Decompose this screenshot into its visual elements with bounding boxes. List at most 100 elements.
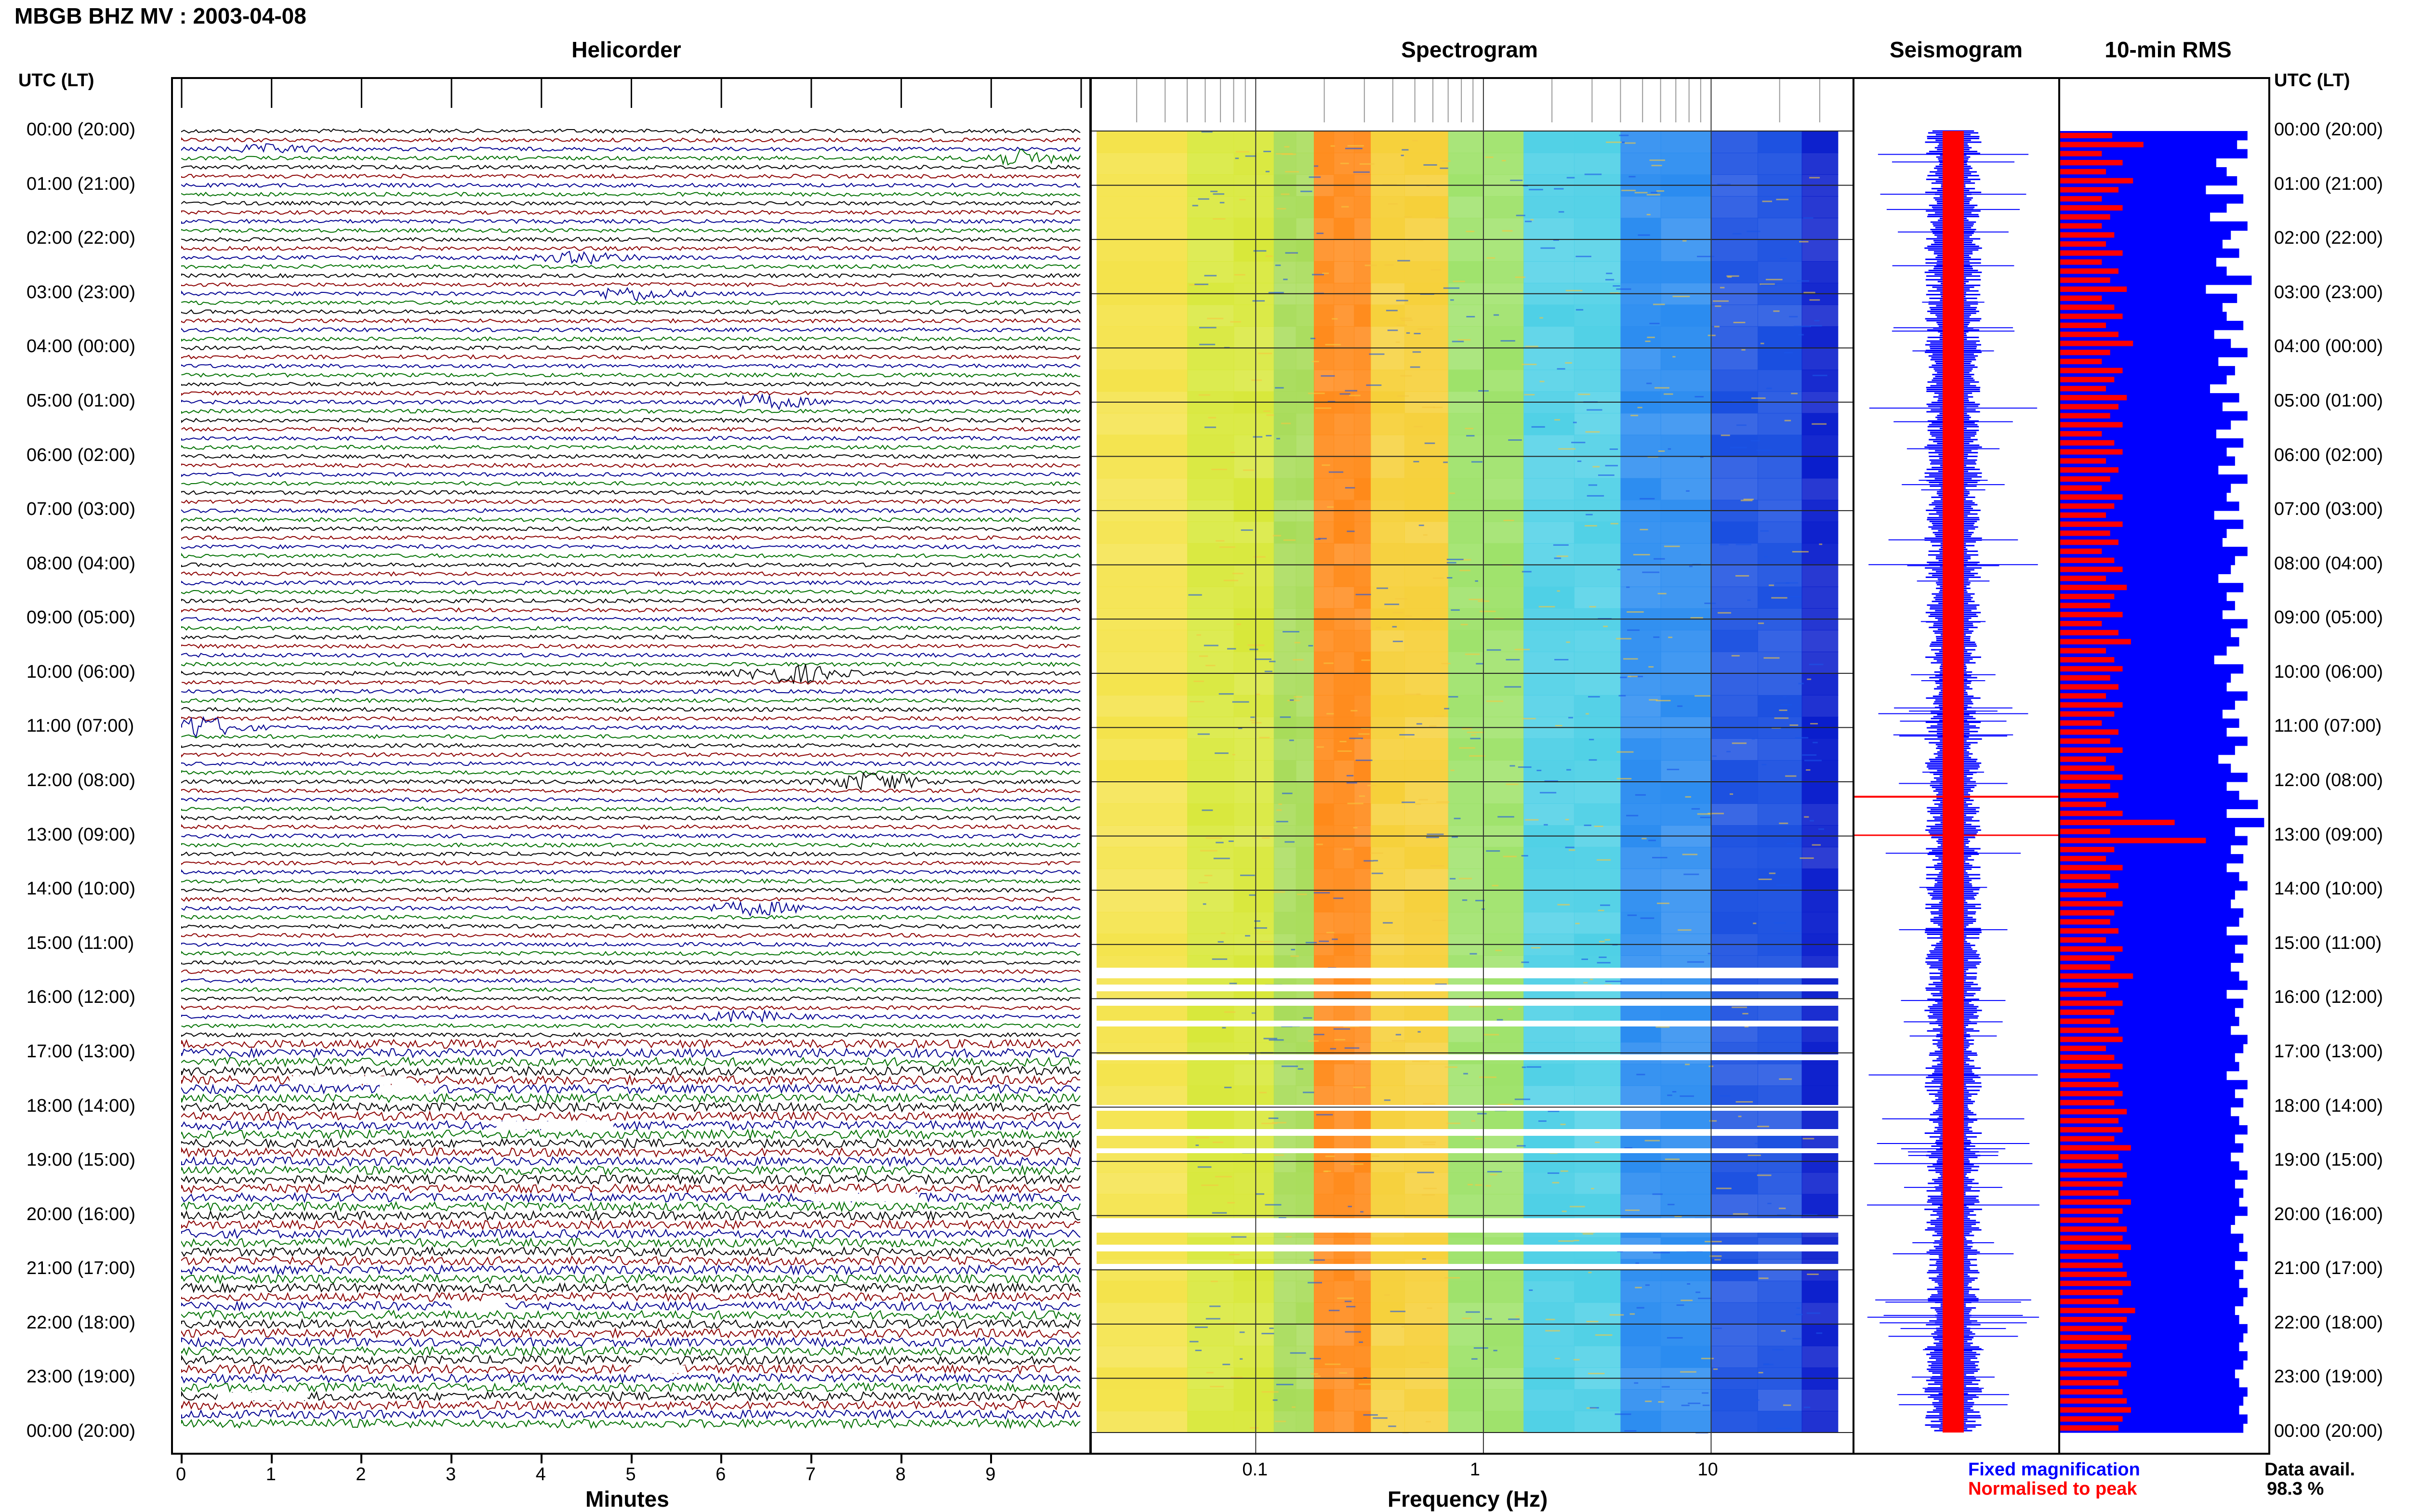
spectrogram-speckle (1531, 426, 1545, 428)
spectrogram-speckle (1443, 287, 1460, 289)
spectrogram-speckle (1291, 948, 1295, 950)
rms-normalised-bar (2060, 557, 2115, 563)
spectrogram-cell (1448, 153, 1484, 175)
spectrogram-cell (1313, 847, 1335, 869)
spectrogram-cell (1273, 1345, 1297, 1368)
spectrogram-cell (1801, 239, 1839, 262)
spectrogram-speckle (1672, 295, 1690, 297)
rms-normalised-bar (2060, 1308, 2135, 1314)
spectrogram-cell (1313, 868, 1335, 891)
rms-normalised-bar (2060, 196, 2102, 202)
spectrogram-cell (1371, 196, 1405, 219)
hour-label-right: 22:00 (18:00) (2274, 1312, 2383, 1333)
spectrogram-cell (1334, 413, 1355, 435)
spectrogram-speckle (1460, 624, 1468, 626)
spectrogram-cell (1523, 304, 1575, 327)
spectrogram-speckle (1634, 1382, 1639, 1384)
spectrogram-speckle (1349, 394, 1361, 396)
spectrogram-speckle (1285, 1236, 1292, 1238)
spectrogram-speckle (1795, 737, 1809, 739)
spectrogram-cell (1233, 521, 1274, 544)
spectrogram-cell (1483, 586, 1524, 609)
spectrogram-speckle (1451, 609, 1460, 611)
spectrogram-speckle (1228, 840, 1234, 842)
spectrogram-cell (1296, 304, 1314, 327)
spectrogram-cell (1354, 131, 1372, 154)
spectrogram-speckle (1276, 821, 1288, 823)
spectrogram-speckle (1280, 716, 1291, 718)
spectrogram-speckle (1522, 718, 1536, 720)
spectrogram-cell (1313, 738, 1335, 761)
spectrogram-cell (1801, 218, 1839, 240)
spectrogram-speckle (1344, 1047, 1360, 1049)
spectrogram-cell (1273, 1280, 1297, 1303)
rms-normalised-bar (2060, 973, 2133, 979)
spectrogram-cell (1574, 803, 1621, 826)
spectrogram-cell (1334, 348, 1355, 370)
spectrogram-speckle (1259, 941, 1273, 943)
helicorder-trace (181, 1309, 1081, 1321)
spectrogram-cell (1757, 651, 1802, 674)
spectrogram-speckle (1645, 341, 1651, 342)
spectrogram-cell (1313, 218, 1335, 240)
helicorder-trace (181, 1264, 1081, 1276)
spectrogram-speckle (1616, 751, 1634, 753)
rms-normalised-bar (2060, 413, 2110, 419)
spectrogram-speckle (1804, 816, 1809, 818)
spectrogram-cell (1448, 1280, 1484, 1303)
spectrogram-cell (1448, 565, 1484, 587)
spectrogram-speckle (1640, 498, 1655, 500)
spectrogram-speckle (1800, 857, 1814, 859)
helicorder-trace (181, 1399, 1081, 1411)
hour-label-right: 06:00 (02:00) (2274, 445, 2383, 465)
rms-normalised-bar (2060, 946, 2123, 952)
rms-normalised-bar (2060, 666, 2123, 672)
spectrogram-speckle (1514, 648, 1530, 650)
spectrogram-cell (1404, 1194, 1449, 1216)
spectrogram-cell (1574, 565, 1621, 587)
spectrogram-cell (1187, 890, 1234, 913)
spectrogram-speckle (1457, 339, 1471, 341)
spectrogram-cell (1334, 1172, 1355, 1195)
spectrogram-cell (1801, 1345, 1839, 1368)
spectrogram-speckle (1565, 289, 1583, 291)
spectrogram-cell (1660, 695, 1712, 717)
spectrogram-speckle (1810, 723, 1818, 724)
spectrogram-speckle (1803, 291, 1815, 293)
spectrogram-cell (1233, 326, 1274, 349)
spectrogram-speckle (1471, 1120, 1475, 1122)
spectrogram-speckle (1200, 850, 1218, 852)
rms-normalised-bar (2060, 639, 2131, 644)
spectrogram-speckle (1625, 1210, 1640, 1211)
spectrogram-cell (1273, 868, 1297, 891)
hour-label-right: 04:00 (00:00) (2274, 336, 2383, 357)
spectrogram-speckle (1560, 1123, 1566, 1125)
spectrogram-cell (1523, 1345, 1575, 1368)
spectrogram-cell (1354, 1324, 1372, 1346)
spectrogram-speckle (1422, 1194, 1435, 1196)
spectrogram-speckle (1272, 1122, 1286, 1124)
spectrogram-speckle (1361, 727, 1370, 729)
hour-label-left: 22:00 (18:00) (26, 1312, 136, 1333)
spectrogram-cell (1313, 1172, 1335, 1195)
rms-normalised-bar (2060, 1145, 2131, 1151)
spectrogram-speckle (1444, 708, 1449, 710)
rms-normalised-bar (2060, 295, 2102, 301)
spectrogram-speckle (1783, 1404, 1791, 1406)
hour-label-left: 06:00 (02:00) (26, 445, 136, 465)
rms-normalised-bar (2060, 1425, 2118, 1431)
spectrogram-cell (1448, 912, 1484, 934)
spectrogram-speckle (1667, 768, 1680, 770)
spectrogram-cell (1273, 543, 1297, 565)
helicorder-trace (181, 652, 1081, 658)
spectrogram-speckle (1658, 1401, 1664, 1403)
spectrogram-cell (1620, 868, 1661, 891)
spectrogram-speckle (1731, 655, 1740, 657)
spectrogram-cell (1354, 1172, 1372, 1195)
hour-label-left: 21:00 (17:00) (26, 1258, 136, 1279)
spectrogram-speckle (1783, 930, 1800, 932)
rms-normalised-bar (2060, 1091, 2123, 1096)
spectrogram-speckle (1359, 163, 1375, 165)
spectrogram-speckle (1219, 202, 1225, 204)
rms-normalised-bar (2060, 548, 2102, 554)
